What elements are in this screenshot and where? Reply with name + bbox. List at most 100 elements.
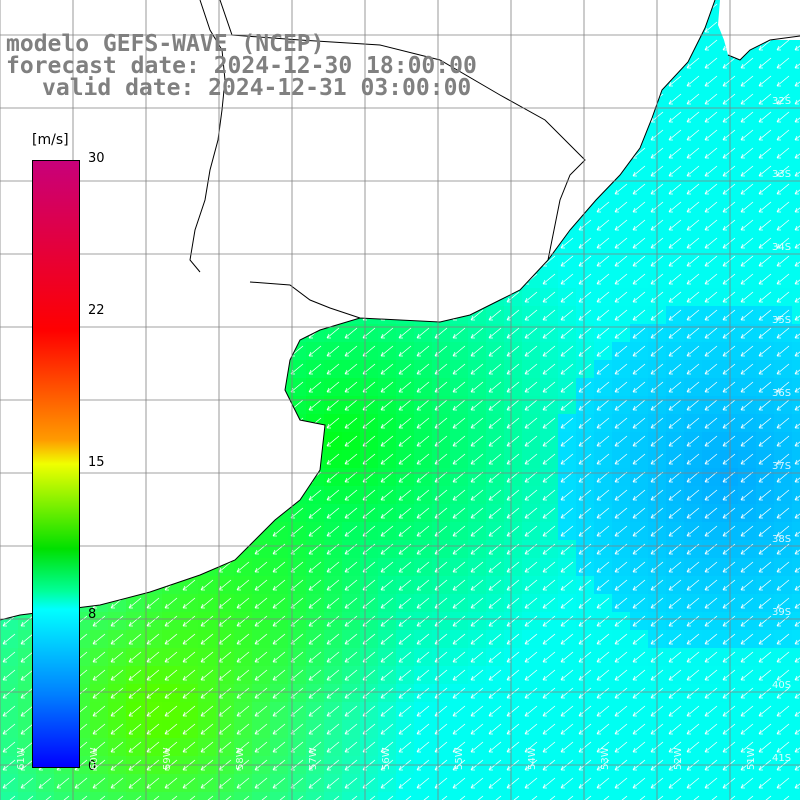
wind-arrow bbox=[128, 615, 142, 627]
wind-arrow bbox=[794, 747, 800, 753]
wind-arrow bbox=[470, 669, 484, 681]
wind-arrow bbox=[794, 603, 800, 609]
wind-arrow bbox=[668, 597, 682, 609]
wind-arrow bbox=[488, 615, 502, 627]
wind-arrow bbox=[542, 723, 556, 735]
wind-arrow bbox=[254, 633, 268, 645]
wind-arrow bbox=[668, 237, 682, 249]
wind-arrow bbox=[542, 453, 556, 465]
wind-arrow bbox=[128, 669, 142, 681]
wind-arrow bbox=[488, 399, 502, 411]
wind-arrow bbox=[776, 705, 790, 717]
wind-arrow bbox=[686, 669, 700, 681]
wind-arrow bbox=[488, 309, 502, 321]
wind-arrow bbox=[488, 345, 502, 357]
wind-arrow bbox=[578, 273, 592, 285]
wind-arrow bbox=[686, 291, 700, 303]
wind-arrow bbox=[452, 525, 466, 537]
wind-arrow bbox=[632, 651, 646, 663]
wind-arrow bbox=[416, 507, 430, 519]
wind-arrow bbox=[2, 723, 16, 735]
wind-arrow bbox=[596, 237, 610, 249]
wind-arrow bbox=[542, 327, 556, 339]
wind-arrow bbox=[776, 327, 790, 339]
wind-arrow bbox=[344, 705, 358, 717]
wind-arrow bbox=[560, 633, 574, 645]
wind-arrow bbox=[794, 405, 800, 411]
wind-arrow bbox=[668, 255, 682, 267]
speed-cell bbox=[792, 432, 800, 450]
wind-arrow bbox=[146, 723, 160, 735]
wind-arrow bbox=[189, 795, 196, 800]
wind-arrow bbox=[794, 459, 800, 465]
colorbar-tick: 22 bbox=[88, 303, 105, 318]
speed-cell bbox=[792, 180, 800, 198]
wind-arrow bbox=[470, 777, 484, 789]
wind-arrow bbox=[560, 687, 574, 699]
wind-arrow bbox=[542, 417, 556, 429]
speed-cell bbox=[792, 162, 800, 180]
wind-arrow bbox=[585, 795, 592, 800]
wind-arrow bbox=[758, 219, 772, 231]
wind-arrow bbox=[74, 777, 88, 789]
wind-arrow bbox=[326, 435, 340, 447]
wind-arrow bbox=[254, 597, 268, 609]
wind-arrow bbox=[668, 291, 682, 303]
wind-arrow bbox=[452, 741, 466, 753]
wind-arrow bbox=[722, 75, 736, 87]
wind-arrow bbox=[92, 633, 106, 645]
wind-arrow bbox=[326, 615, 340, 627]
wind-arrow bbox=[344, 579, 358, 591]
longitude-label: 60W bbox=[89, 747, 100, 770]
wind-arrow bbox=[632, 237, 646, 249]
wind-arrow bbox=[272, 615, 286, 627]
wind-arrow bbox=[272, 633, 286, 645]
wind-arrow bbox=[326, 525, 340, 537]
wind-arrow bbox=[578, 777, 592, 789]
wind-arrow bbox=[722, 111, 736, 123]
wind-arrow bbox=[560, 579, 574, 591]
wind-arrow bbox=[2, 705, 16, 717]
wind-arrow bbox=[758, 309, 772, 321]
wind-arrow bbox=[380, 417, 394, 429]
wind-arrow bbox=[668, 201, 682, 213]
speed-cell bbox=[0, 792, 18, 800]
wind-arrow bbox=[344, 381, 358, 393]
wind-arrow bbox=[236, 777, 250, 789]
wind-arrow bbox=[794, 639, 800, 645]
wind-arrow bbox=[740, 93, 754, 105]
wind-arrow bbox=[794, 729, 800, 735]
wind-arrow bbox=[416, 705, 430, 717]
wind-arrow bbox=[20, 651, 34, 663]
wind-arrow bbox=[614, 327, 628, 339]
wind-arrow bbox=[182, 669, 196, 681]
speed-cell bbox=[630, 792, 648, 800]
wind-arrow bbox=[596, 723, 610, 735]
wind-arrow bbox=[686, 129, 700, 141]
forecast-date: forecast date: 2024-12-30 18:00:00 bbox=[6, 53, 477, 79]
wind-arrow bbox=[380, 741, 394, 753]
wind-arrow bbox=[326, 777, 340, 789]
wind-arrow bbox=[308, 489, 322, 501]
wind-arrow bbox=[351, 795, 358, 800]
wind-arrow bbox=[254, 741, 268, 753]
wind-arrow bbox=[488, 507, 502, 519]
speed-cell bbox=[792, 648, 800, 666]
speed-cell bbox=[792, 234, 800, 252]
wind-arrow bbox=[794, 495, 800, 501]
wind-arrow bbox=[398, 723, 412, 735]
wind-arrow bbox=[524, 723, 538, 735]
wind-arrow bbox=[794, 423, 800, 429]
wind-arrow bbox=[704, 741, 718, 753]
wind-arrow bbox=[560, 381, 574, 393]
wind-arrow bbox=[146, 687, 160, 699]
speed-cell bbox=[342, 792, 360, 800]
wind-arrow bbox=[722, 345, 736, 357]
wind-arrow bbox=[254, 651, 268, 663]
wind-arrow bbox=[776, 273, 790, 285]
speed-cell bbox=[792, 486, 800, 504]
wind-arrow bbox=[164, 777, 178, 789]
wind-arrow bbox=[578, 471, 592, 483]
wind-arrow bbox=[20, 669, 34, 681]
wind-arrow bbox=[470, 561, 484, 573]
